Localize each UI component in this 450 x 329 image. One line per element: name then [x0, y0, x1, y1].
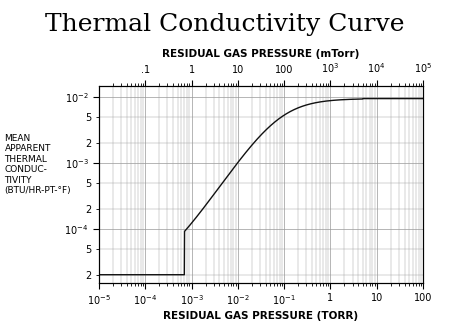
Text: MEAN
APPARENT
THERMAL
CONDUC-
TIVITY
(BTU/HR-PT-°F): MEAN APPARENT THERMAL CONDUC- TIVITY (BT… — [4, 134, 71, 195]
X-axis label: RESIDUAL GAS PRESSURE (TORR): RESIDUAL GAS PRESSURE (TORR) — [163, 311, 359, 321]
Text: Thermal Conductivity Curve: Thermal Conductivity Curve — [45, 13, 405, 36]
X-axis label: RESIDUAL GAS PRESSURE (mTorr): RESIDUAL GAS PRESSURE (mTorr) — [162, 49, 360, 59]
